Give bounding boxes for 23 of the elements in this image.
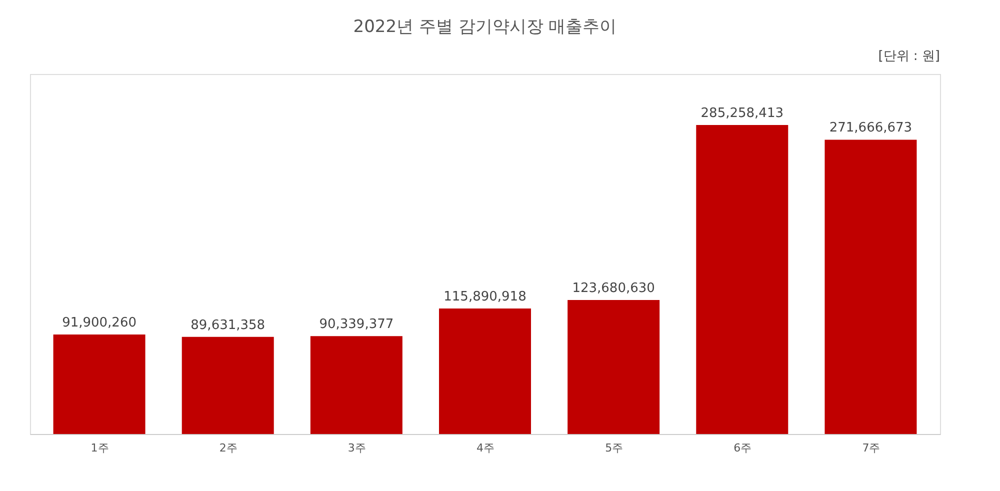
x-tick-label: 5주 — [605, 442, 624, 454]
x-tick-label: 4주 — [476, 442, 494, 454]
bar — [310, 336, 402, 434]
x-tick-label: 6주 — [734, 442, 752, 454]
x-tick-label: 2주 — [219, 442, 238, 454]
x-tick-label: 1주 — [90, 442, 109, 454]
data-label: 90,339,377 — [319, 317, 394, 332]
bar — [439, 308, 531, 434]
data-label: 285,258,413 — [700, 106, 784, 121]
bar — [824, 140, 917, 434]
data-label: 91,900,260 — [62, 315, 137, 330]
data-label: 89,631,358 — [190, 318, 266, 333]
text: [단위 : 원] — [878, 49, 940, 64]
x-tick-label: 3주 — [348, 442, 366, 454]
data-label: 271,666,673 — [829, 120, 912, 136]
x-tick-label: 7주 — [862, 442, 880, 454]
bar — [568, 300, 660, 434]
data-label: 115,890,918 — [444, 289, 526, 304]
bar — [182, 336, 274, 434]
bar — [696, 124, 788, 434]
data-label: 123,680,630 — [572, 281, 655, 296]
chart-title: 2022년 주별 감기약시장 매출추이 — [353, 17, 617, 37]
bar — [53, 334, 146, 434]
